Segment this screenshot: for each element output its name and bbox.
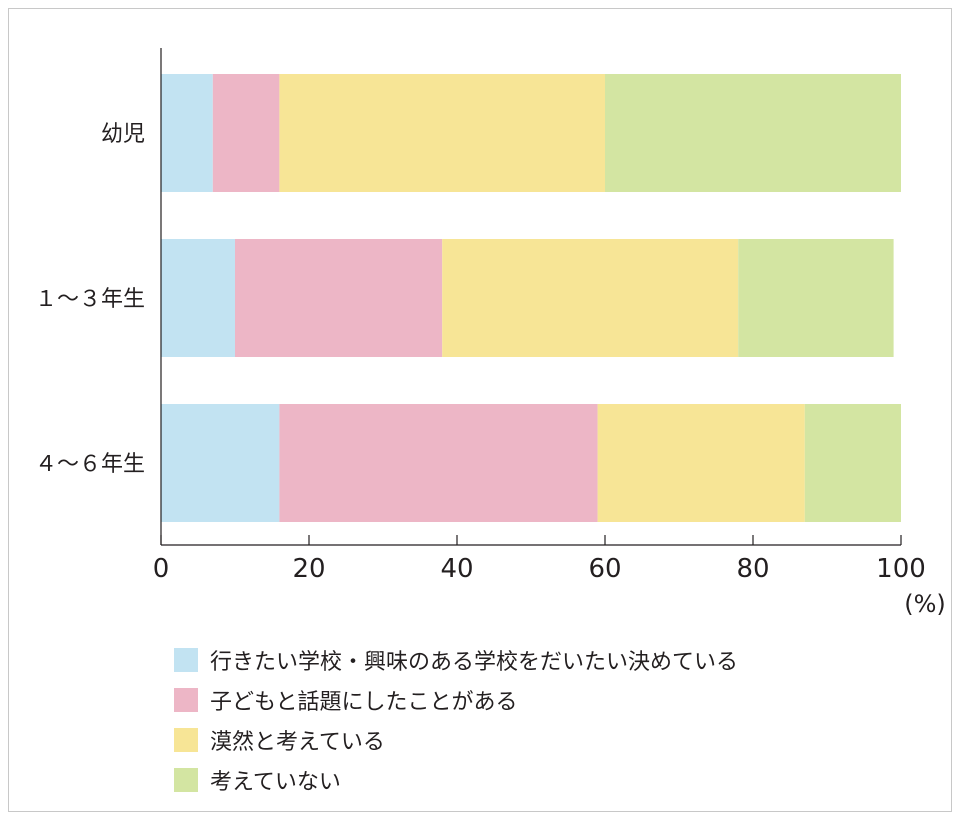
legend-swatch [174,768,198,792]
bar-segment [804,404,901,522]
bar-segment [279,404,598,522]
bar-segment [279,74,605,192]
x-tick-label: 20 [292,554,325,584]
bar-segment [605,74,901,192]
legend-swatch [174,728,198,752]
category-label: １～３年生 [35,287,145,312]
bar-segment [738,239,894,357]
bar-segment [161,239,235,357]
bar-segment [597,404,805,522]
legend-label: 子どもと話題にしたことがある [210,690,518,715]
chart-frame [8,8,952,812]
x-tick-label: 0 [153,554,170,584]
legend-item: 行きたい学校・興味のある学校をだいたい決めている [174,640,738,680]
x-tick-label: 40 [440,554,473,584]
x-tick-label: 100 [876,554,926,584]
x-tick-label: 80 [736,554,769,584]
legend-swatch [174,648,198,672]
stacked-bar-chart: 0 20 40 60 80 100 幼児 １～３年生 ４～６年生 (%) [35,48,946,618]
category-label: 幼児 [101,122,145,147]
bar-segment [161,404,280,522]
bar-segment [161,74,213,192]
bar-segment [442,239,739,357]
legend-item: 漠然と考えている [174,720,738,760]
legend-label: 行きたい学校・興味のある学校をだいたい決めている [210,650,739,675]
bars-group [161,74,901,522]
legend-swatch [174,688,198,712]
bar-segment [212,74,280,192]
x-ticks-group: 0 20 40 60 80 100 [153,535,926,584]
legend-item: 考えていない [174,760,738,800]
category-labels-group: 幼児 １～３年生 ４～６年生 [35,122,145,477]
legend-item: 子どもと話題にしたことがある [174,680,738,720]
legend: 行きたい学校・興味のある学校をだいたい決めている 子どもと話題にしたことがある … [174,640,738,800]
legend-label: 漠然と考えている [210,730,385,755]
x-tick-label: 60 [588,554,621,584]
x-unit-label: (%) [904,590,946,618]
category-label: ４～６年生 [35,452,145,477]
legend-label: 考えていない [210,770,341,795]
bar-segment [235,239,443,357]
